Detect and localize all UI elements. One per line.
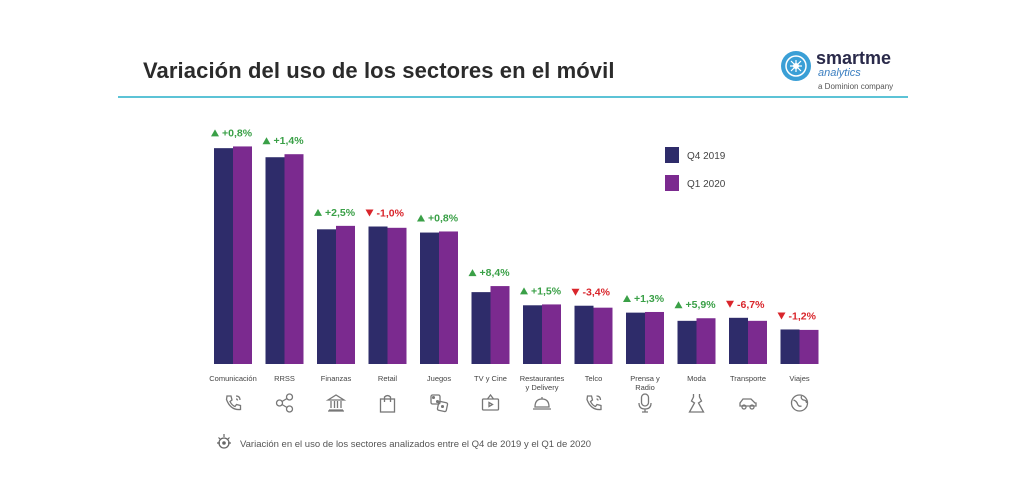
bar-q4-2019 xyxy=(729,317,748,364)
bar-q1-2020 xyxy=(233,146,252,364)
arrow-up-icon xyxy=(417,214,425,222)
share-icon xyxy=(275,393,294,413)
bar-q1-2020 xyxy=(748,320,767,364)
dress-icon xyxy=(688,394,705,413)
tick-label: y Delivery xyxy=(526,383,559,392)
tick-label: Viajes xyxy=(789,374,810,383)
bar-q4-2019 xyxy=(780,329,800,364)
bar-q4-2019 xyxy=(368,226,388,364)
arrow-up-icon xyxy=(674,301,683,309)
change-label: -6,7% xyxy=(737,299,765,311)
microphone-icon xyxy=(638,393,652,413)
bar-q4-2019 xyxy=(317,229,336,364)
bar-q1-2020 xyxy=(696,318,716,364)
arrow-up-icon xyxy=(623,294,631,302)
bar-q4-2019 xyxy=(677,320,697,364)
tick-label: Transporte xyxy=(730,374,766,383)
change-label: -1,0% xyxy=(377,208,405,220)
bar-q4-2019 xyxy=(574,305,594,364)
change-label: +1,4% xyxy=(274,135,305,147)
change-label: -1,2% xyxy=(789,310,817,322)
tick-label: Telco xyxy=(585,374,603,383)
bar-q1-2020 xyxy=(439,231,458,364)
legend-label: Q4 2019 xyxy=(687,151,726,162)
bar-q1-2020 xyxy=(490,286,510,364)
arrow-down-icon xyxy=(726,300,734,308)
tick-label: Finanzas xyxy=(321,374,352,383)
phone-icon xyxy=(586,395,602,411)
legend-swatch xyxy=(665,175,679,191)
change-label: +8,4% xyxy=(480,267,511,279)
arrow-down-icon xyxy=(777,312,786,320)
arrow-down-icon xyxy=(365,209,374,217)
bar-q4-2019 xyxy=(471,292,491,364)
legend-label: Q1 2020 xyxy=(687,179,726,190)
bank-icon xyxy=(325,394,347,412)
change-label: +0,8% xyxy=(428,212,459,224)
bar-q1-2020 xyxy=(387,227,407,364)
brand-logo: smartme analytics a Dominion company xyxy=(780,46,910,94)
dice-icon xyxy=(430,394,449,413)
bar-q1-2020 xyxy=(645,311,664,364)
arrow-down-icon xyxy=(571,288,580,296)
tick-label: Restaurantes xyxy=(520,374,565,383)
tick-label: Comunicación xyxy=(209,374,257,383)
arrow-up-icon xyxy=(468,269,477,277)
change-label: +1,3% xyxy=(634,293,665,305)
title-underline xyxy=(118,96,908,98)
logo-name: smartme xyxy=(816,48,892,68)
bar-q4-2019 xyxy=(265,157,285,364)
gear-icon xyxy=(217,434,231,449)
tick-label: RRSS xyxy=(274,374,295,383)
globe-icon xyxy=(790,394,809,412)
bar-q1-2020 xyxy=(593,307,613,364)
legend-swatch xyxy=(665,147,679,163)
arrow-up-icon xyxy=(211,129,219,137)
tick-label: TV y Cine xyxy=(474,374,507,383)
cloche-icon xyxy=(533,397,551,410)
page-title: Variación del uso de los sectores en el … xyxy=(143,58,615,83)
shopping-bag-icon xyxy=(379,394,396,413)
arrow-up-icon xyxy=(314,208,322,216)
tick-label: Prensa y xyxy=(630,374,660,383)
change-label: +1,5% xyxy=(531,285,562,297)
bar-q4-2019 xyxy=(523,305,542,364)
tick-label: Juegos xyxy=(427,374,451,383)
phone-icon xyxy=(225,395,242,411)
arrow-up-icon xyxy=(520,287,528,295)
tick-label: Moda xyxy=(687,374,707,383)
bar-q1-2020 xyxy=(542,304,561,364)
tv-icon xyxy=(481,393,500,411)
logo-tagline: a Dominion company xyxy=(818,82,894,91)
bar-q4-2019 xyxy=(214,148,233,364)
change-label: -3,4% xyxy=(583,287,611,299)
change-label: +0,8% xyxy=(222,127,253,139)
footnote: Variación en el uso de los sectores anal… xyxy=(240,439,592,450)
logo-sub: analytics xyxy=(818,67,861,79)
smartme-logo-icon xyxy=(781,51,811,81)
bar-q1-2020 xyxy=(336,225,355,364)
change-label: +2,5% xyxy=(325,207,356,219)
bar-q1-2020 xyxy=(284,154,304,364)
bar-q4-2019 xyxy=(626,312,645,364)
tick-label: Radio xyxy=(635,383,655,392)
bar-q1-2020 xyxy=(799,329,819,364)
car-icon xyxy=(739,398,757,410)
change-label: +5,9% xyxy=(686,299,717,311)
arrow-up-icon xyxy=(262,137,271,145)
tick-label: Retail xyxy=(378,374,398,383)
bar-q4-2019 xyxy=(420,232,439,364)
